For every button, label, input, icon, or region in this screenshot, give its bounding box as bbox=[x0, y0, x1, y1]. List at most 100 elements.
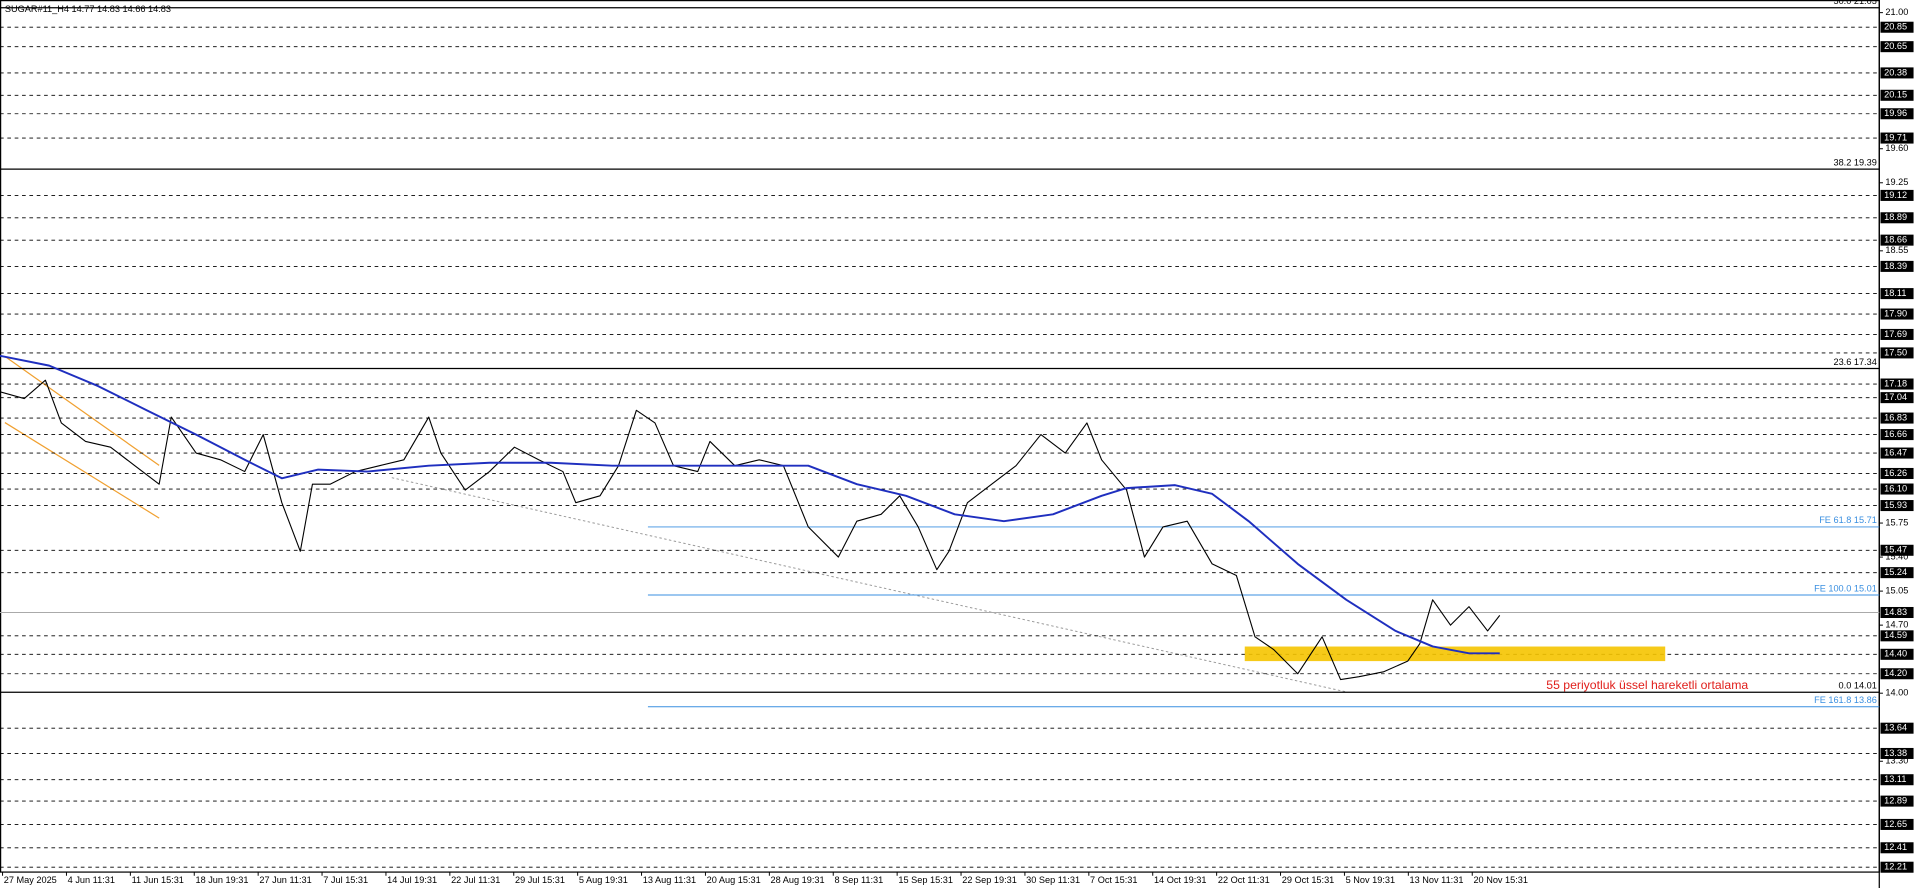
y-tick-label: 21.00 bbox=[1885, 7, 1908, 17]
y-tick-label: 19.60 bbox=[1885, 143, 1908, 153]
y-tick-label: 19.25 bbox=[1885, 177, 1908, 187]
level-label-box bbox=[1880, 842, 1914, 854]
x-tick-label: 27 Jun 11:31 bbox=[259, 875, 311, 885]
level-label-box bbox=[1880, 818, 1914, 830]
level-label-box bbox=[1880, 429, 1914, 441]
fe-label: FE 100.0 15.01 bbox=[1814, 583, 1877, 593]
x-tick-label: 20 Nov 15:31 bbox=[1473, 875, 1528, 885]
level-label: 20.65 bbox=[1884, 41, 1907, 51]
current-price-box bbox=[1880, 606, 1914, 619]
y-tick-label: 18.55 bbox=[1885, 245, 1908, 255]
ema-line bbox=[0, 354, 1500, 655]
y-tick-label: 15.40 bbox=[1885, 552, 1908, 562]
level-label: 16.10 bbox=[1884, 483, 1907, 493]
level-label: 13.38 bbox=[1884, 748, 1907, 758]
x-tick-label: 4 Jun 11:31 bbox=[68, 875, 115, 885]
channel-line bbox=[4, 422, 160, 519]
level-label: 13.11 bbox=[1884, 774, 1906, 784]
current-price-label: 14.83 bbox=[1884, 607, 1907, 617]
level-label: 14.20 bbox=[1884, 668, 1907, 678]
level-label-box bbox=[1880, 328, 1914, 340]
x-tick-label: 15 Sep 15:31 bbox=[898, 875, 953, 885]
level-label: 19.96 bbox=[1884, 108, 1907, 118]
fe-label: FE 161.8 13.86 bbox=[1814, 695, 1877, 705]
level-label: 20.15 bbox=[1884, 90, 1907, 100]
level-label: 16.83 bbox=[1884, 412, 1907, 422]
level-label: 19.12 bbox=[1884, 190, 1907, 200]
x-tick-label: 11 Jun 15:31 bbox=[132, 875, 184, 885]
level-label-box bbox=[1880, 630, 1914, 642]
x-tick-label: 8 Sep 11:31 bbox=[834, 875, 883, 885]
level-label: 18.39 bbox=[1884, 261, 1907, 271]
level-label-box bbox=[1880, 795, 1914, 807]
level-label-box bbox=[1880, 722, 1914, 734]
level-label-box bbox=[1880, 483, 1914, 495]
fib-label: 23.6 17.34 bbox=[1833, 357, 1876, 367]
level-label-box bbox=[1880, 41, 1914, 53]
x-tick-label: 22 Oct 11:31 bbox=[1218, 875, 1270, 885]
level-label: 12.41 bbox=[1884, 842, 1907, 852]
x-tick-label: 7 Oct 15:31 bbox=[1090, 875, 1137, 885]
level-label-box bbox=[1880, 447, 1914, 459]
x-tick-label: 7 Jul 15:31 bbox=[323, 875, 368, 885]
level-label: 18.89 bbox=[1884, 212, 1907, 222]
level-label-box bbox=[1880, 21, 1914, 33]
level-label-box bbox=[1880, 747, 1914, 759]
level-label-box bbox=[1880, 132, 1914, 144]
level-label: 17.69 bbox=[1884, 329, 1907, 339]
x-tick-label: 22 Sep 19:31 bbox=[962, 875, 1017, 885]
y-tick-label: 14.70 bbox=[1885, 620, 1908, 630]
level-label: 17.04 bbox=[1884, 392, 1907, 402]
level-label-box bbox=[1880, 412, 1914, 424]
annotation: 55 periyotluk üssel hareketli ortalama bbox=[1546, 678, 1748, 692]
level-label-box bbox=[1880, 467, 1914, 479]
level-label: 13.64 bbox=[1884, 723, 1907, 733]
level-label: 12.65 bbox=[1884, 819, 1907, 829]
fib-label: 38.2 19.39 bbox=[1833, 157, 1876, 167]
level-label-box bbox=[1880, 234, 1914, 246]
y-tick-label: 14.00 bbox=[1885, 688, 1908, 698]
level-label: 14.40 bbox=[1884, 649, 1907, 659]
level-label-box bbox=[1880, 212, 1914, 224]
y-tick-label: 15.05 bbox=[1885, 586, 1908, 596]
level-label-box bbox=[1880, 260, 1914, 272]
level-label: 17.90 bbox=[1884, 308, 1907, 318]
x-tick-label: 18 Jun 19:31 bbox=[195, 875, 248, 885]
x-tick-label: 13 Aug 11:31 bbox=[643, 875, 696, 885]
level-label-box bbox=[1880, 308, 1914, 320]
level-label: 18.66 bbox=[1884, 235, 1907, 245]
level-label: 16.26 bbox=[1884, 468, 1907, 478]
support-zone bbox=[1244, 646, 1666, 662]
channel-line bbox=[4, 355, 160, 466]
x-tick-label: 29 Oct 15:31 bbox=[1282, 875, 1335, 885]
plot-frame bbox=[0, 0, 1880, 873]
level-label: 15.47 bbox=[1884, 545, 1907, 555]
level-label: 20.85 bbox=[1884, 22, 1907, 32]
level-label-box bbox=[1880, 544, 1914, 556]
level-label: 20.38 bbox=[1884, 67, 1907, 77]
level-label: 16.47 bbox=[1884, 447, 1907, 457]
level-label-box bbox=[1880, 861, 1914, 873]
level-label: 15.24 bbox=[1884, 567, 1907, 577]
x-tick-label: 20 Aug 15:31 bbox=[707, 875, 761, 885]
x-tick-label: 22 Jul 11:31 bbox=[451, 875, 500, 885]
level-label-box bbox=[1880, 288, 1914, 300]
x-tick-label: 14 Jul 19:31 bbox=[387, 875, 437, 885]
level-label-box bbox=[1880, 648, 1914, 660]
fib-label: 0.0 14.01 bbox=[1839, 681, 1877, 691]
chart-title: SUGAR#11_H4 14.77 14.83 14.66 14.83 bbox=[5, 4, 171, 14]
level-label-box bbox=[1880, 347, 1914, 359]
level-label-box bbox=[1880, 774, 1914, 786]
y-tick-label: 13.30 bbox=[1885, 756, 1908, 766]
x-tick-label: 30 Sep 11:31 bbox=[1026, 875, 1080, 885]
y-tick-label: 15.75 bbox=[1885, 517, 1908, 527]
level-label: 15.93 bbox=[1884, 500, 1907, 510]
level-label-box bbox=[1880, 392, 1914, 404]
trend-line bbox=[391, 477, 1347, 693]
level-label: 16.66 bbox=[1884, 429, 1907, 439]
level-label-box bbox=[1880, 108, 1914, 120]
level-label-box bbox=[1880, 378, 1914, 390]
fib-label: 50.0 21.05 bbox=[1833, 0, 1876, 6]
